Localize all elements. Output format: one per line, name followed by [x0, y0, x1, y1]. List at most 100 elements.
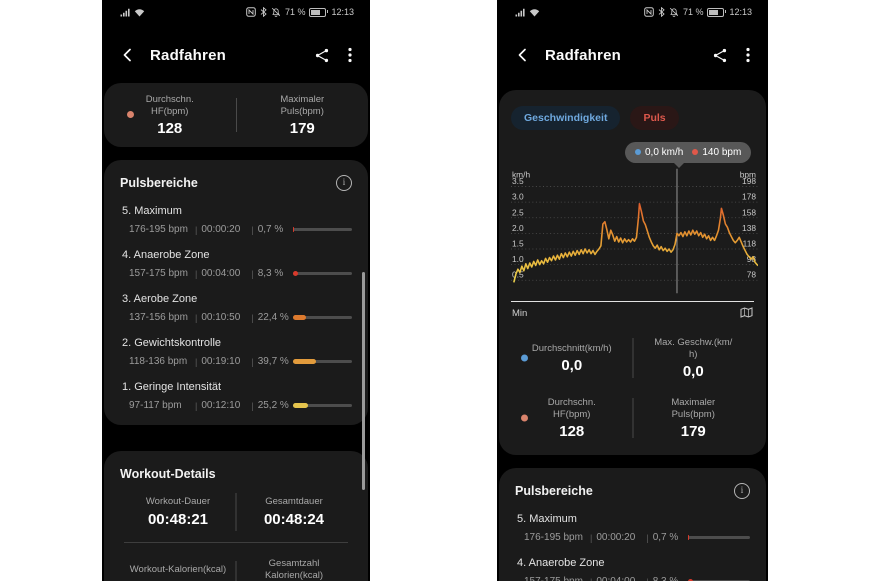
zone-progress-fill: [687, 579, 693, 581]
back-button[interactable]: [515, 47, 530, 63]
battery-icon: [309, 7, 329, 17]
zone-bpm-range: 137-156 bpm: [129, 312, 188, 323]
zone-percent: 25,2 %: [257, 400, 289, 411]
avg-speed-label: Durchschnitt(km/h): [531, 342, 612, 354]
svg-text:158: 158: [742, 207, 756, 217]
pulse-zone-row: 4. Anaerobe Zone 157-175 bpm | 00:04:00 …: [120, 249, 352, 280]
pulse-zones-list: 5. Maximum 176-195 bpm | 00:00:20 | 0,7 …: [515, 513, 750, 581]
zone-percent: 22,4 %: [257, 312, 289, 323]
tooltip-caret: [674, 163, 684, 168]
zone-duration: 00:10:50: [201, 312, 241, 323]
signal-icon: [120, 7, 130, 17]
separator: |: [251, 268, 254, 279]
zone-progress-bar: [687, 535, 750, 540]
nfc-icon: [644, 7, 654, 17]
workout-calories-label: Workout-Kalorien(kcal): [129, 564, 227, 575]
zone-name: 4. Anaerobe Zone: [517, 557, 605, 569]
svg-text:118: 118: [743, 239, 757, 249]
avg-hr-value: 128: [157, 119, 183, 137]
zone-progress-bar: [292, 271, 352, 276]
share-button[interactable]: [315, 48, 329, 63]
page-title: Radfahren: [545, 46, 621, 64]
app-bar: Radfahren: [497, 40, 768, 70]
divider: [235, 98, 237, 132]
workout-duration-value: 00:48:21: [147, 511, 209, 528]
separator: |: [590, 577, 592, 581]
scrollbar[interactable]: [362, 272, 365, 490]
zone-detail: 137-156 bpm | 00:10:50 | 22,4 %: [129, 311, 352, 324]
zone-percent: 0,7 %: [652, 532, 679, 543]
total-calories-label: Gesamtzahl Kalorien(kcal): [264, 558, 324, 581]
zone-duration: 00:00:20: [596, 532, 636, 543]
zone-name: 5. Maximum: [517, 513, 577, 525]
zone-progress-bar: [292, 403, 352, 408]
separator: |: [195, 268, 198, 279]
workout-details-card: Workout-Details Workout-Dauer 00:48:21 G…: [104, 451, 368, 581]
zone-detail: 176-195 bpm | 00:00:20 | 0,7 %: [129, 223, 352, 236]
map-toggle-icon[interactable]: [740, 306, 753, 321]
zone-bpm-range: 118-136 bpm: [129, 356, 188, 367]
pulse-zones-card: Pulsbereiche i 5. Maximum 176-195 bpm | …: [499, 468, 766, 581]
svg-text:78: 78: [747, 270, 757, 280]
wifi-icon: [134, 8, 145, 17]
pulse-zone-row: 2. Gewichtskontrolle 118-136 bpm | 00:19…: [120, 337, 352, 368]
more-options-button[interactable]: [746, 47, 750, 63]
max-hr-label: Maximaler Puls(bpm): [671, 396, 716, 420]
avg-speed-value: 0,0: [561, 356, 583, 374]
chart-cursor-tooltip: 0,0 km/h 140 bpm: [625, 142, 752, 168]
battery-percent: 71 %: [284, 7, 306, 17]
separator: |: [195, 224, 198, 235]
tab-pulse[interactable]: Puls: [630, 106, 679, 130]
info-icon[interactable]: i: [734, 483, 750, 499]
zone-bpm-range: 176-195 bpm: [524, 532, 583, 543]
avg-hr-label: Durchschn. HF(bpm): [547, 396, 596, 420]
duration-row: Workout-Dauer 00:48:21 Gesamtdauer 00:48…: [120, 493, 352, 531]
heart-rate-summary-card: Durchschn. HF(bpm) 128 Maximaler Puls(bp…: [104, 83, 368, 147]
pulse-zone-row: 3. Aerobe Zone 137-156 bpm | 00:10:50 | …: [120, 293, 352, 324]
separator: |: [251, 356, 254, 367]
battery-percent: 71 %: [682, 7, 704, 17]
more-options-button[interactable]: [348, 47, 352, 63]
zone-detail: 176-195 bpm | 00:00:20 | 0,7 %: [524, 531, 750, 544]
heart-rate-chart[interactable]: km/h bpm 3.5 198 3.0 178 2.5 158 2.0 138 1.5 118 1.0…: [511, 168, 759, 296]
separator: |: [251, 224, 254, 235]
svg-text:138: 138: [742, 223, 756, 233]
back-button[interactable]: [120, 47, 135, 63]
zone-detail: 97-117 bpm | 00:12:10 | 25,2 %: [129, 399, 352, 412]
max-hr-label: Maximaler Puls(bpm): [280, 93, 325, 117]
svg-text:1.0: 1.0: [512, 254, 524, 264]
separator: |: [251, 312, 254, 323]
workout-details-title: Workout-Details: [120, 467, 216, 481]
chart-card: Geschwindigkeit Puls 0,0 km/h 140 bpm km…: [499, 90, 766, 455]
separator: |: [195, 400, 198, 411]
tab-speed[interactable]: Geschwindigkeit: [511, 106, 621, 130]
pulse-zones-title: Pulsbereiche: [120, 176, 198, 190]
separator: |: [590, 532, 593, 543]
alarm-muted-icon: [669, 7, 679, 17]
svg-text:bpm: bpm: [740, 170, 756, 180]
pulse-zone-row: 5. Maximum 176-195 bpm | 00:00:20 | 0,7 …: [120, 205, 352, 236]
separator: |: [195, 312, 198, 323]
zone-name: 3. Aerobe Zone: [122, 293, 198, 305]
zone-bpm-range: 157-175 bpm: [129, 268, 188, 279]
screenshot-right-phone: 71 % 12:13 Radfahren Geschwindigkeit Pul…: [497, 0, 768, 581]
zone-progress-bar: [292, 315, 352, 320]
clock: 12:13: [331, 7, 354, 17]
info-icon[interactable]: i: [336, 175, 352, 191]
svg-text:3.0: 3.0: [512, 192, 524, 202]
pulse-zone-row: 5. Maximum 176-195 bpm | 00:00:20 | 0,7 …: [515, 513, 750, 544]
zone-progress-fill: [292, 315, 306, 320]
max-hr-stat: Maximaler Puls(bpm) 179: [237, 94, 369, 137]
bluetooth-icon: [260, 7, 267, 17]
calories-row: Workout-Kalorien(kcal) 268 Gesamtzahl Ka…: [120, 558, 352, 581]
pulse-zones-list: 5. Maximum 176-195 bpm | 00:00:20 | 0,7 …: [120, 205, 352, 412]
x-axis-footer: Min: [511, 301, 754, 321]
svg-text:km/h: km/h: [512, 170, 530, 180]
zone-duration: 00:12:10: [201, 400, 241, 411]
zone-progress-fill: [292, 403, 308, 408]
zone-progress-bar: [292, 359, 352, 364]
separator: |: [646, 532, 649, 543]
share-button[interactable]: [713, 48, 727, 63]
zone-progress-fill: [292, 359, 317, 364]
page-title: Radfahren: [150, 46, 226, 64]
